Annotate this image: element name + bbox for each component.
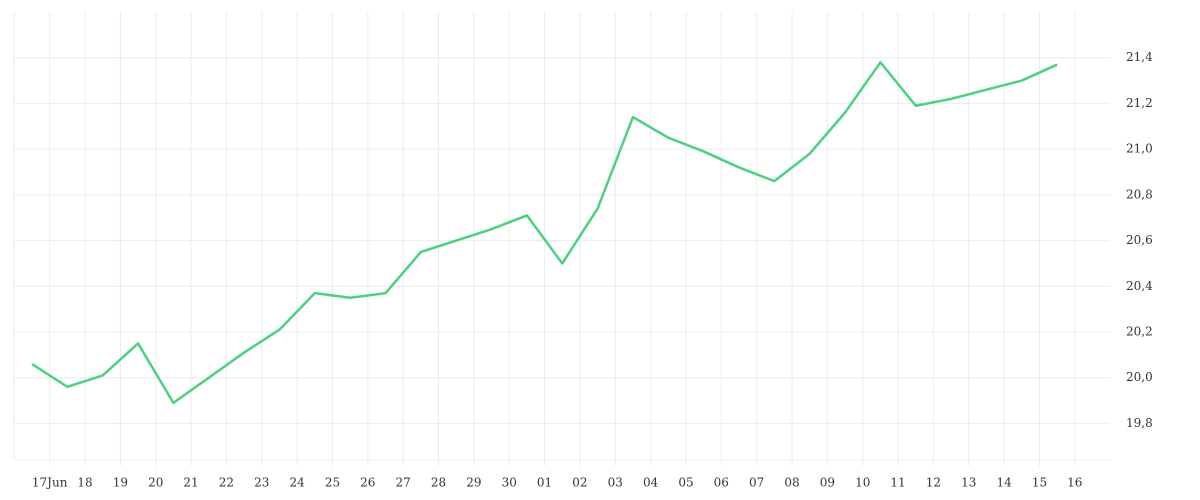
x-tick-label: 27 [396,476,411,490]
x-tick-label: 29 [466,476,481,490]
x-tick-label: 17Jun [32,476,68,490]
x-tick-label: 20 [148,476,163,490]
x-tick-label: 24 [289,476,305,490]
x-tick-label: 08 [784,476,799,490]
x-tick-label: 05 [678,476,693,490]
x-tick-label: 11 [890,476,905,490]
y-tick-label: 20,2 [1126,325,1153,339]
y-tick-label: 19,8 [1126,416,1153,430]
x-tick-label: 02 [572,476,587,490]
x-tick-label: 30 [502,476,517,490]
x-tick-label: 03 [608,476,623,490]
y-tick-label: 20,8 [1126,187,1153,201]
y-tick-label: 20,4 [1126,279,1153,293]
y-tick-label: 21,0 [1126,142,1153,156]
x-tick-label: 16 [1067,476,1082,490]
x-tick-label: 25 [325,476,340,490]
x-tick-label: 23 [254,476,269,490]
x-tick-label: 14 [996,476,1012,490]
x-tick-label: 04 [643,476,659,490]
y-tick-label: 21,4 [1126,50,1153,64]
x-tick-label: 26 [360,476,375,490]
x-tick-label: 13 [961,476,976,490]
x-tick-label: 01 [537,476,552,490]
x-tick-label: 18 [77,476,92,490]
x-tick-label: 09 [820,476,835,490]
x-tick-label: 15 [1032,476,1047,490]
x-tick-label: 12 [926,476,941,490]
line [31,61,1058,405]
x-tick-label: 10 [855,476,870,490]
y-tick-label: 21,2 [1126,96,1153,110]
x-tick-label: 06 [714,476,729,490]
x-tick-label: 28 [431,476,446,490]
x-tick-label: 07 [749,476,764,490]
y-tick-label: 20,6 [1126,233,1153,247]
x-tick-label: 21 [183,476,198,490]
y-tick-label: 20,0 [1126,370,1153,384]
x-tick-label: 19 [113,476,128,490]
x-tick-label: 22 [219,476,234,490]
